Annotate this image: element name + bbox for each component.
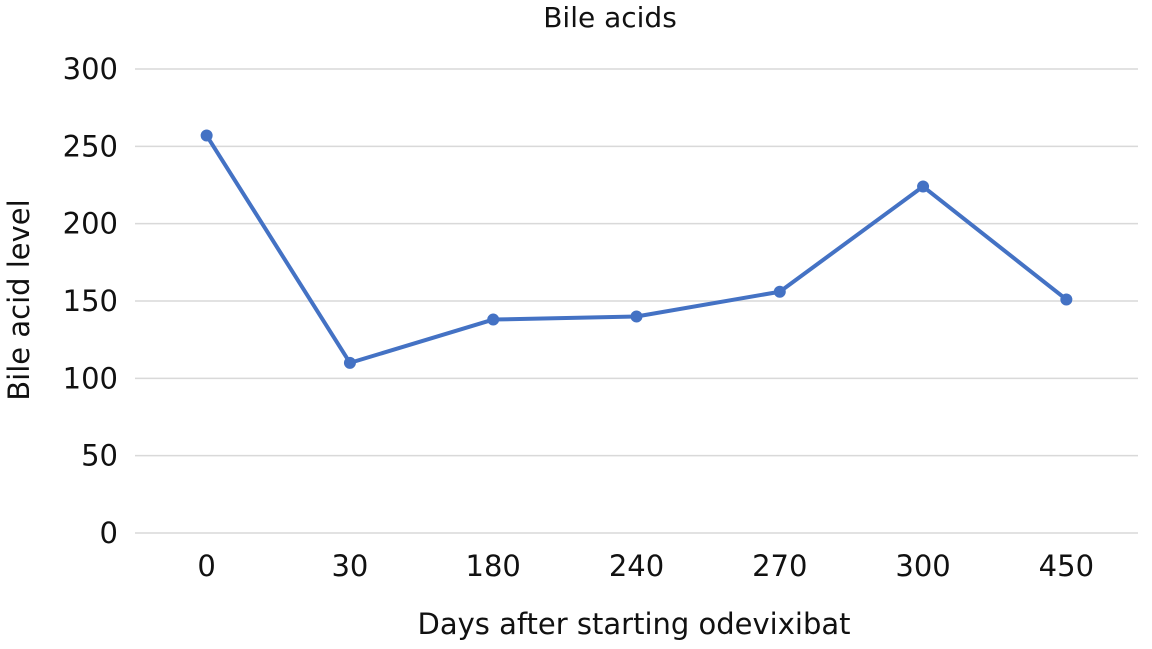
x-tick-label: 270 [752,549,807,583]
data-point [773,285,786,298]
chart-title: Bile acids [543,1,677,34]
x-tick-label: 0 [197,549,215,583]
data-point [1060,293,1073,306]
data-point [917,180,930,193]
y-tick-label: 300 [63,52,118,86]
data-point [200,129,213,142]
series-group [200,129,1073,369]
y-tick-label: 50 [81,439,118,473]
data-point [630,310,643,323]
y-tick-label: 100 [63,361,118,395]
y-tick-label: 150 [63,284,118,318]
y-tick-label: 0 [100,516,118,550]
x-tick-label: 240 [609,549,664,583]
gridlines [135,68,1138,534]
x-tick-label: 180 [466,549,521,583]
x-tick-label: 30 [331,549,368,583]
y-axis-label: Bile acid level [2,199,36,400]
data-point [343,356,356,369]
x-tick-label: 300 [895,549,950,583]
x-axis-ticks: 0 30 180 240 270 300 450 [197,549,1094,583]
x-axis-label: Days after starting odevixibat [417,607,850,641]
series-line [204,133,1069,365]
data-point [487,313,500,326]
x-tick-label: 450 [1039,549,1094,583]
y-tick-label: 250 [63,129,118,163]
y-tick-label: 200 [63,207,118,241]
y-axis-ticks: 0 50 100 150 200 250 300 [63,52,118,550]
